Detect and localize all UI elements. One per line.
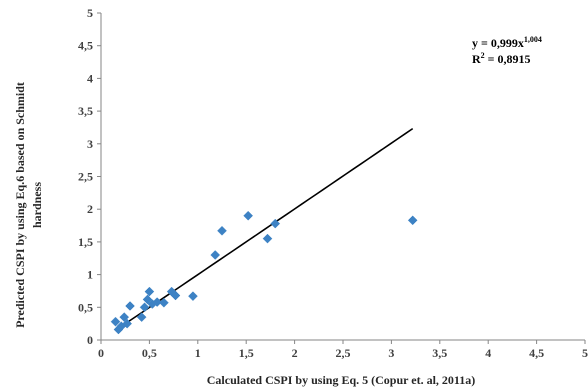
x-tick-label: 4	[485, 346, 491, 360]
y-tick-label: 4,5	[78, 39, 93, 53]
data-point-marker	[119, 312, 130, 322]
r2-superscript: 2	[481, 51, 485, 60]
data-point-marker	[152, 297, 162, 307]
y-tick-label: 1	[87, 268, 93, 282]
data-point-marker	[125, 301, 135, 311]
x-tick-label: 4,5	[529, 346, 544, 360]
data-point-marker	[407, 215, 418, 226]
y-tick-label: 4	[87, 71, 93, 85]
x-tick-label: 2	[292, 346, 298, 360]
data-point-marker	[262, 233, 273, 244]
data-point-marker	[110, 316, 121, 327]
data-point-marker	[144, 286, 155, 297]
x-tick-label: 5	[582, 346, 588, 360]
y-tick-label: 2	[87, 202, 93, 216]
data-point-marker	[243, 210, 253, 221]
y-tick-label: 1,5	[78, 235, 93, 249]
plot-marks	[110, 127, 418, 335]
data-point-marker	[170, 290, 181, 301]
data-point-marker	[188, 291, 198, 302]
x-tick-label: 1,5	[239, 346, 254, 360]
data-point-marker	[210, 250, 221, 260]
data-point-marker	[142, 294, 153, 305]
y-tick-label: 3	[87, 137, 93, 151]
trendline	[115, 127, 414, 331]
y-tick-label: 0,5	[78, 300, 93, 314]
equation-exponent: 1,004	[524, 35, 542, 44]
data-point-marker	[122, 318, 132, 329]
data-point-marker	[136, 312, 147, 322]
x-tick-label: 3	[388, 346, 394, 360]
data-point-marker	[159, 297, 169, 308]
r-squared-label: R2 = 0,8915	[472, 51, 531, 66]
x-tick-label: 0,5	[142, 346, 157, 360]
data-point-marker	[270, 218, 281, 229]
y-tick-label: 2,5	[78, 170, 93, 184]
r2-letter: R	[472, 52, 481, 66]
y-tick-label: 3,5	[78, 104, 93, 118]
y-tick-label: 5	[87, 6, 93, 20]
y-tick-label: 0	[87, 333, 93, 347]
y-axis-title-line-2: hardness	[30, 182, 44, 228]
axes: 0 0,5 1 1,5 2 2,5 3 3,5 4 4,5 5 0 0,5 1 1,5 2 2,5 3 3,5 4 4,…	[78, 6, 588, 360]
x-tick-label: 3,5	[432, 346, 447, 360]
equation-base: y = 0,999x	[472, 36, 524, 50]
x-axis-title: Calculated CSPI by using Eq. 5 (Copur et…	[207, 373, 475, 387]
x-tick-label: 1	[195, 346, 201, 360]
y-axis-title-line-1: Predicted CSPI by using Eq.6 based on Sc…	[13, 82, 27, 328]
r2-value: = 0,8915	[485, 52, 531, 66]
data-point-marker	[217, 225, 227, 236]
trendline-equation: y = 0,999x1,004	[472, 35, 542, 50]
x-tick-label: 2,5	[336, 346, 351, 360]
data-point-marker	[139, 302, 150, 313]
x-tick-label: 0	[98, 346, 104, 360]
